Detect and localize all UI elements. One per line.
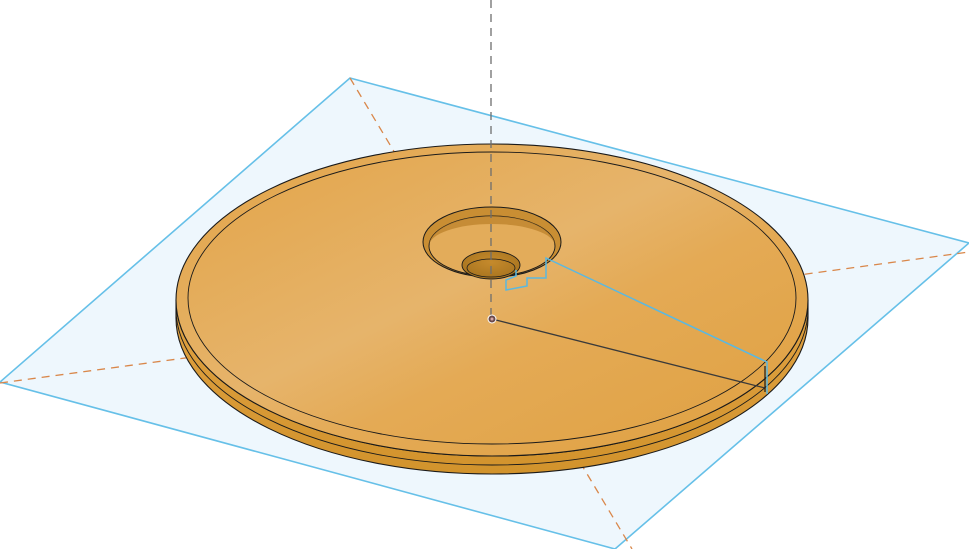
radial-sketch-line: [491, 318, 766, 389]
disc-side-mid-edge: [175, 308, 809, 466]
disc-top-chamfer-edge: [187, 151, 797, 445]
origin-point-icon[interactable]: [487, 314, 497, 324]
x-axis-construction-line: [0, 251, 969, 384]
selected-sketch-profile[interactable]: [505, 256, 768, 394]
through-hole: [461, 250, 521, 280]
disc-top-face[interactable]: [175, 143, 809, 457]
counterbore-shadow: [429, 216, 555, 246]
counterbore-hole[interactable]: [422, 206, 562, 280]
disc-body[interactable]: [175, 143, 809, 475]
